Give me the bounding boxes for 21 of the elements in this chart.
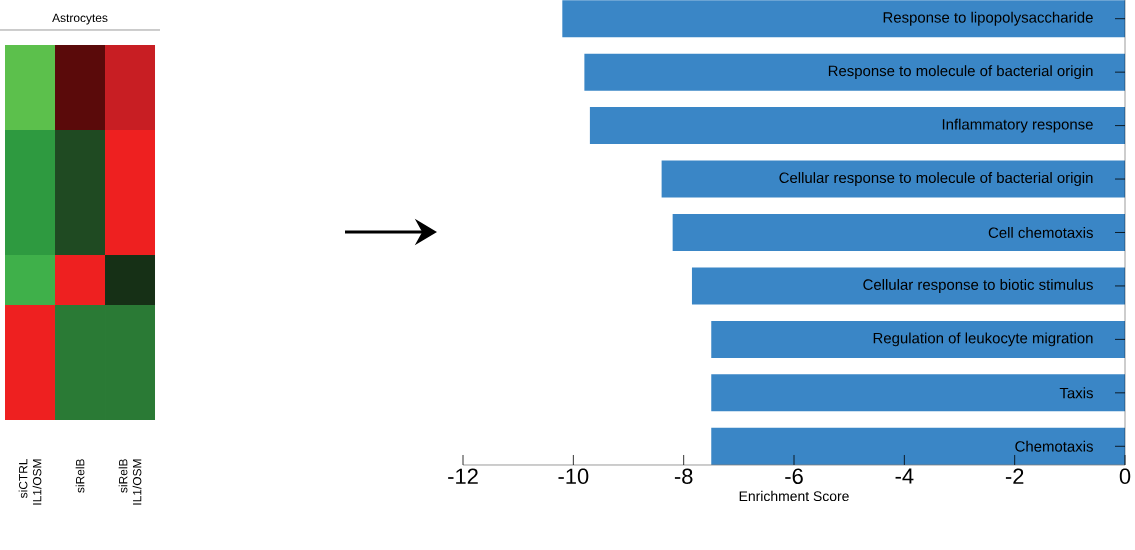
x-tick-label: -6 xyxy=(785,468,803,485)
x-tick-label: -8 xyxy=(674,468,693,485)
y-tick-label: Regulation of leukocyte migration xyxy=(873,332,1093,347)
text: Astrocytes xyxy=(52,13,108,25)
text: siCTRL IL1/OSM xyxy=(18,458,42,505)
text: siRelB xyxy=(75,459,85,493)
y-tick-label: Response to lipopolysaccharide xyxy=(883,11,1093,26)
x-tick-label: -2 xyxy=(1005,468,1024,484)
y-tick-label: Cellular response to biotic stimulus xyxy=(863,278,1093,293)
y-tick-label: Inflammatory response xyxy=(942,118,1093,133)
y-tick-label: Cell chemotaxis xyxy=(988,227,1093,238)
y-tick-label: Chemotaxis xyxy=(1015,440,1093,452)
x-tick-label: 0 xyxy=(1119,468,1131,485)
y-tick-label: Taxis xyxy=(1059,387,1093,399)
y-tick-label: Response to molecule of bacterial origin xyxy=(828,65,1093,80)
text: siRelB IL1/OSM xyxy=(118,459,142,505)
x-tick-label: -10 xyxy=(558,468,589,485)
x-tick-label: -4 xyxy=(895,468,914,484)
y-tick-label: Cellular response to molecule of bacterial origin xyxy=(779,172,1093,186)
x-tick-label: -12 xyxy=(448,468,478,484)
x-axis-title: Enrichment Score xyxy=(739,490,849,502)
